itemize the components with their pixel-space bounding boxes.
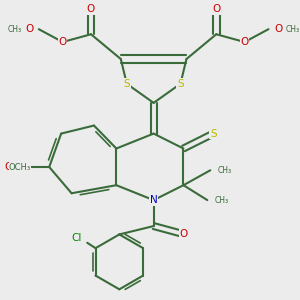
- Text: O: O: [274, 24, 282, 34]
- Text: O: O: [25, 24, 33, 34]
- Text: O: O: [241, 37, 249, 47]
- Text: S: S: [124, 79, 130, 89]
- Text: OCH₃: OCH₃: [9, 163, 31, 172]
- Text: O: O: [179, 229, 188, 239]
- Text: O: O: [87, 4, 95, 14]
- Text: O: O: [212, 4, 220, 14]
- Text: Cl: Cl: [72, 233, 82, 243]
- Text: CH₃: CH₃: [215, 196, 229, 205]
- Text: S: S: [177, 79, 184, 89]
- Text: CH₃: CH₃: [218, 166, 232, 175]
- Text: N: N: [150, 195, 158, 205]
- Text: CH₃: CH₃: [285, 25, 299, 34]
- Text: O: O: [5, 162, 13, 172]
- Text: CH₃: CH₃: [8, 25, 22, 34]
- Text: O: O: [58, 37, 67, 47]
- Text: S: S: [210, 129, 217, 139]
- Text: O: O: [21, 162, 29, 172]
